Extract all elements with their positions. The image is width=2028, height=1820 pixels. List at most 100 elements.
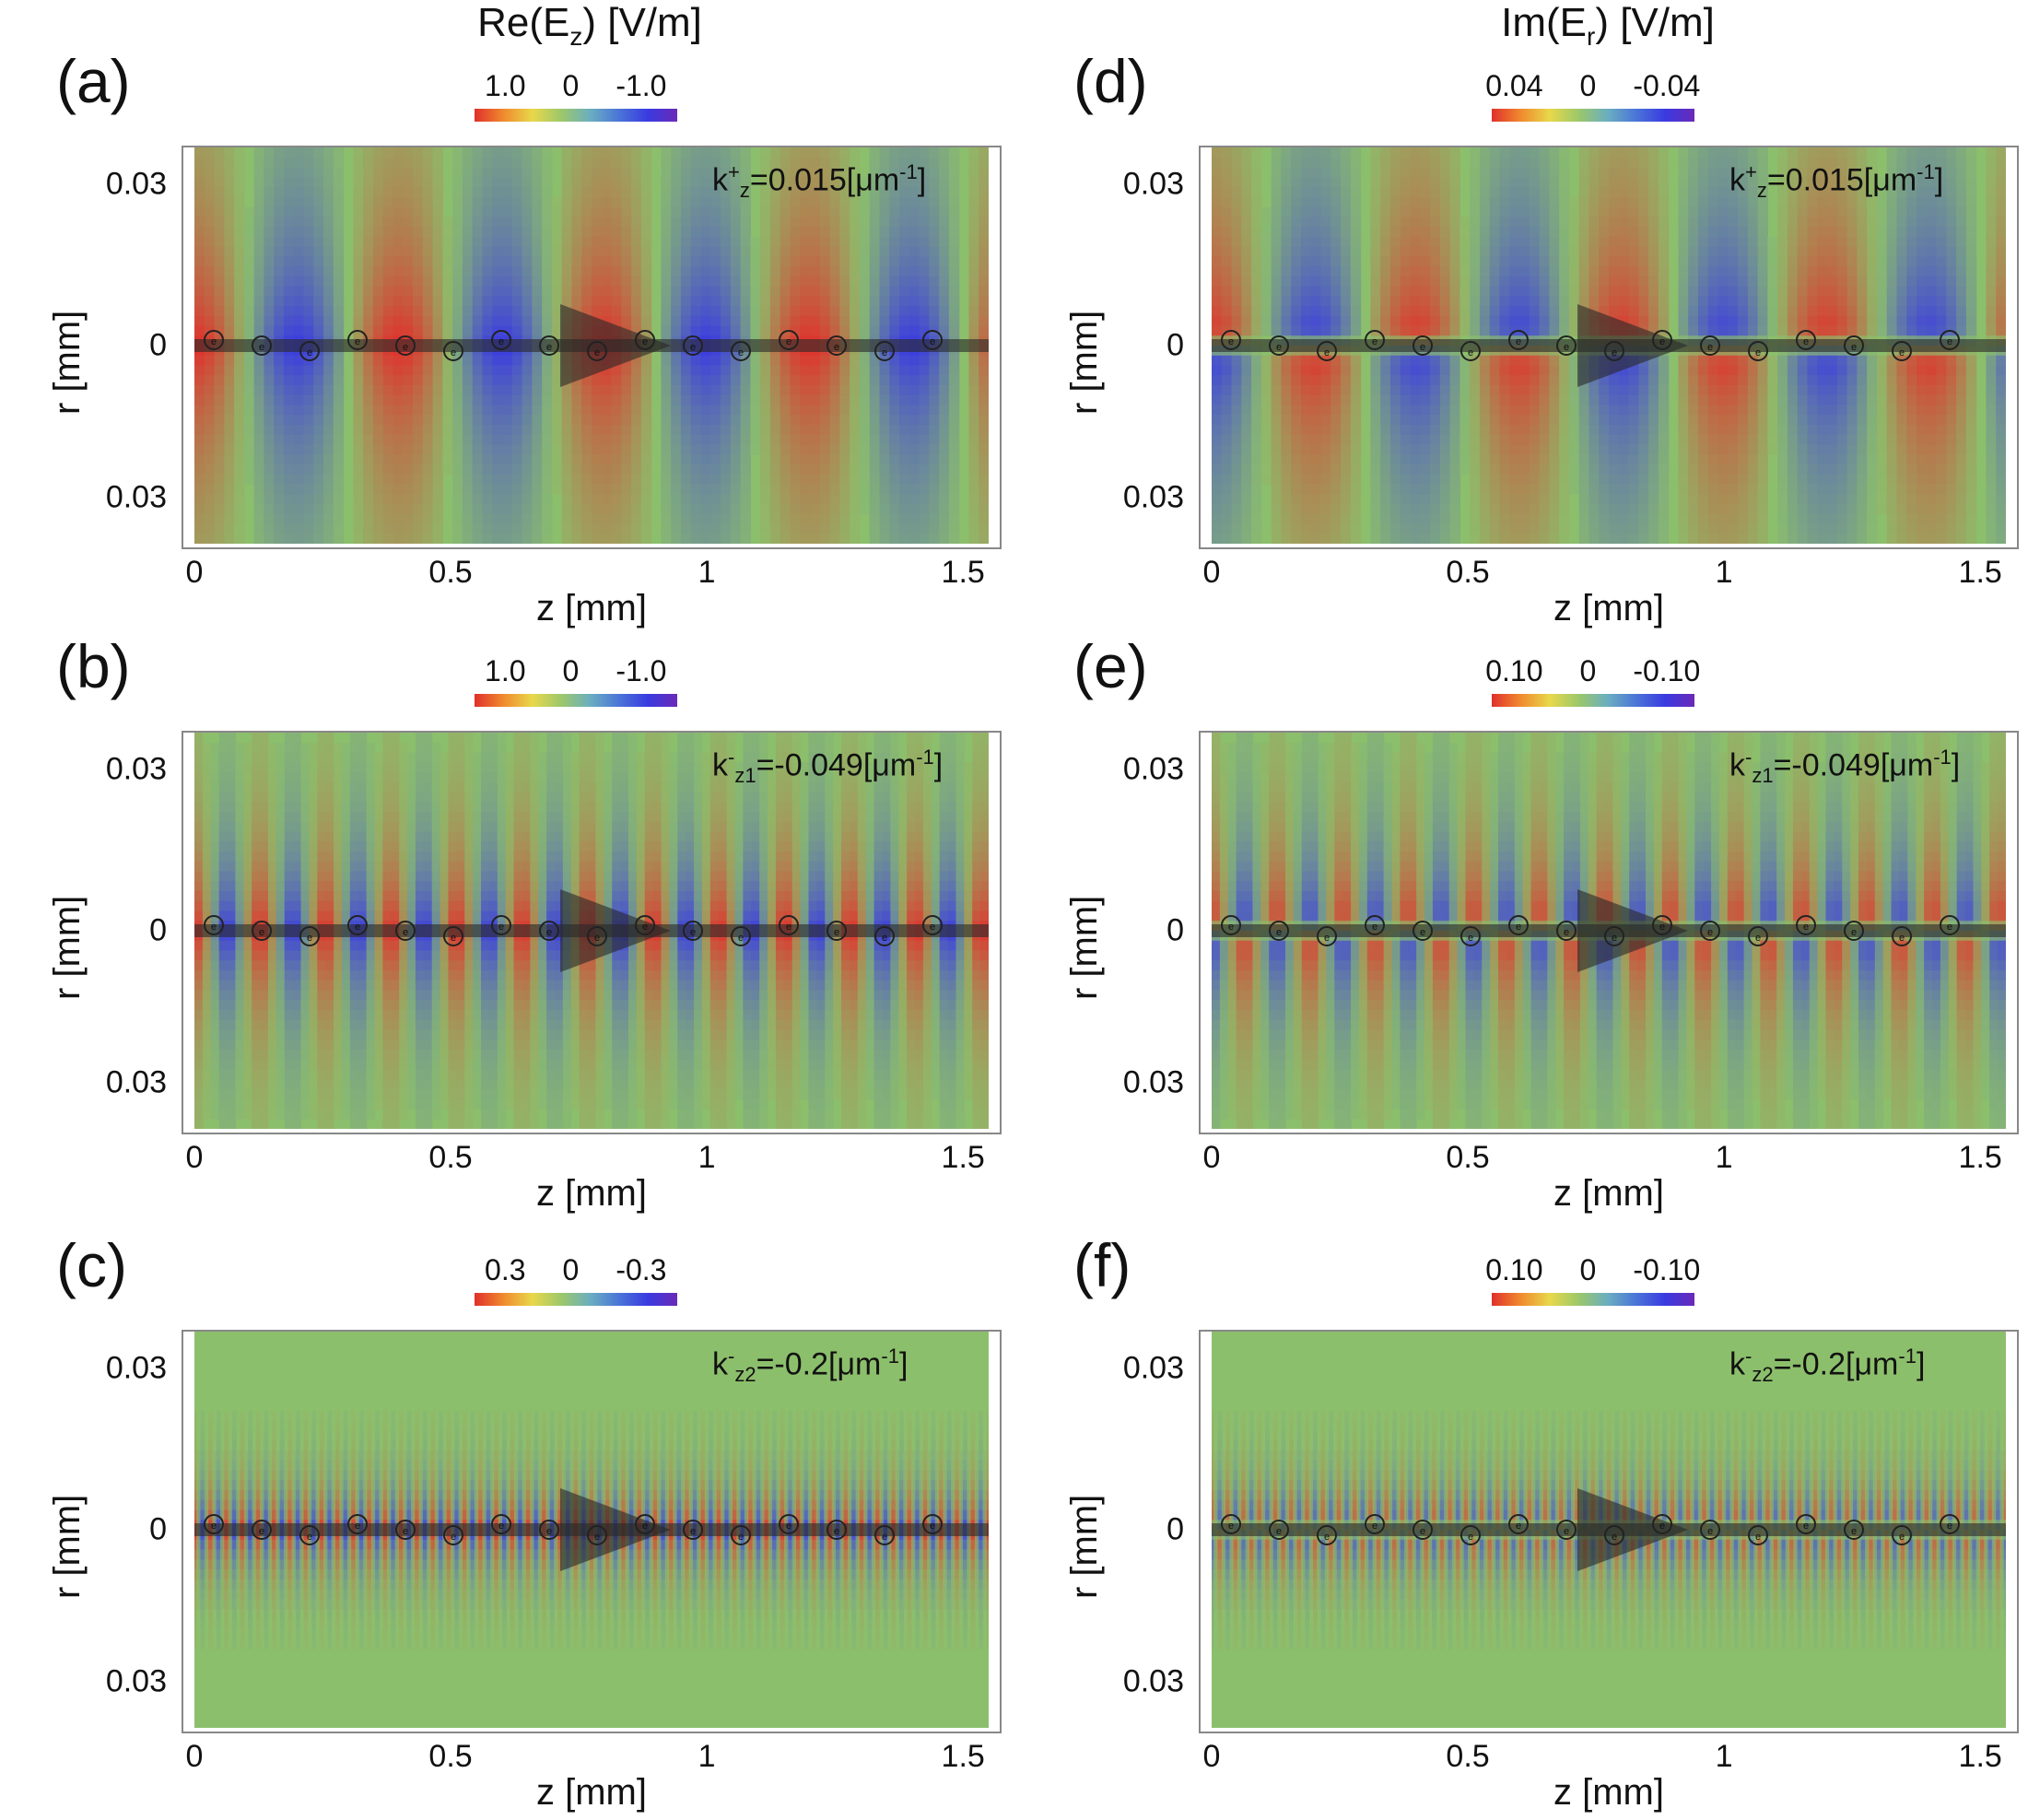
heatmap-cell — [399, 891, 408, 902]
heatmap-cell — [850, 256, 861, 267]
heatmap-cell — [819, 217, 831, 228]
heatmap-cell — [570, 792, 580, 803]
heatmap-cell — [730, 206, 742, 217]
heatmap-cell — [948, 534, 960, 544]
heatmap-cell — [293, 187, 305, 198]
heatmap-cell — [497, 1079, 507, 1090]
heatmap-cell — [440, 950, 450, 961]
heatmap-cell — [260, 762, 269, 773]
heatmap-cell — [929, 227, 940, 238]
heatmap-cell — [448, 1000, 457, 1011]
heatmap-cell — [224, 523, 235, 534]
heatmap-cell — [224, 286, 235, 297]
heatmap-cell — [562, 871, 572, 882]
heatmap-cell — [908, 196, 920, 208]
heatmap-cell — [399, 781, 408, 793]
heatmap-cell — [422, 474, 434, 486]
heatmap-cell — [492, 494, 503, 505]
heatmap-cell — [274, 444, 285, 455]
heatmap-cell — [562, 812, 572, 823]
heatmap-cell — [492, 355, 503, 367]
heatmap-cell — [488, 900, 498, 912]
heatmap-cell — [859, 484, 871, 495]
heatmap-cell — [264, 394, 275, 406]
heatmap-cell — [372, 187, 384, 198]
heatmap-cell — [194, 434, 205, 446]
heatmap-cell — [399, 980, 408, 992]
heatmap-cell — [800, 394, 811, 406]
heatmap-cell — [790, 157, 801, 169]
heatmap-cell — [750, 246, 761, 257]
heatmap-cell — [243, 861, 252, 873]
heatmap-cell — [267, 1069, 277, 1080]
heatmap-cell — [431, 1039, 441, 1051]
heatmap-cell — [769, 474, 781, 486]
heatmap-cell — [595, 762, 604, 773]
heatmap-cell — [399, 821, 408, 833]
heatmap-cell — [710, 444, 721, 455]
heatmap-cell — [462, 306, 474, 317]
heatmap-cell — [760, 484, 771, 495]
heatmap-cell — [730, 385, 742, 396]
heatmap-cell — [819, 454, 831, 465]
heatmap-cell — [413, 534, 424, 544]
heatmap-cell — [372, 315, 384, 327]
heatmap-cell — [283, 325, 295, 336]
heatmap-cell — [595, 792, 604, 803]
heatmap-cell — [511, 147, 523, 159]
heatmap-cell — [358, 851, 368, 863]
heatmap-cell — [979, 206, 989, 217]
heatmap-cell — [442, 454, 453, 465]
heatmap-cell — [333, 454, 345, 465]
heatmap-cell — [391, 1059, 400, 1071]
heatmap-cell — [522, 256, 533, 267]
heatmap-cell — [456, 960, 465, 971]
heatmap-cell — [363, 167, 374, 178]
heatmap-cell — [819, 296, 831, 307]
heatmap-cell — [407, 821, 416, 833]
heatmap-cell — [482, 266, 493, 277]
heatmap-cell — [194, 821, 204, 833]
heatmap-cell — [300, 742, 311, 754]
heatmap-cell — [497, 781, 507, 793]
heatmap-cell — [522, 504, 533, 515]
heatmap-cell — [829, 296, 840, 307]
heatmap-cell — [283, 276, 295, 288]
heatmap-cell — [850, 187, 861, 198]
heatmap-cell — [899, 444, 910, 455]
heatmap-cell — [267, 841, 277, 852]
heatmap-cell — [333, 177, 345, 188]
heatmap-cell — [274, 513, 285, 525]
heatmap-cell — [284, 1079, 294, 1090]
column-title: Im(Er) [V/m] — [1501, 0, 1715, 52]
heatmap-cell — [235, 1050, 244, 1061]
heatmap-cell — [592, 206, 603, 217]
heatmap-cell — [790, 534, 801, 544]
heatmap-cell — [349, 762, 359, 773]
heatmap-cell — [440, 821, 450, 833]
heatmap-cell — [442, 355, 453, 367]
heatmap-cell — [482, 276, 493, 288]
heatmap-cell — [530, 1119, 539, 1129]
heatmap-cell — [194, 206, 205, 217]
heatmap-cell — [790, 444, 801, 455]
heatmap-cell — [462, 484, 474, 495]
heatmap-cell — [810, 474, 821, 486]
heatmap-cell — [497, 900, 507, 912]
heatmap-cell — [829, 246, 840, 257]
heatmap-cell — [859, 246, 871, 257]
heatmap-cell — [309, 1050, 318, 1061]
heatmap-cell — [313, 375, 324, 386]
heatmap-cell — [488, 1010, 498, 1021]
heatmap-cell — [538, 940, 547, 952]
heatmap-cell — [317, 960, 326, 971]
heatmap-cell — [210, 792, 220, 803]
heatmap-cell — [442, 444, 453, 455]
heatmap-cell — [341, 990, 351, 1001]
heatmap-cell — [334, 752, 343, 763]
heatmap-cell — [372, 523, 384, 534]
heatmap-cell — [264, 484, 275, 495]
heatmap-cell — [399, 802, 408, 813]
heatmap-cell — [561, 464, 573, 476]
heatmap-cell — [562, 1039, 572, 1051]
